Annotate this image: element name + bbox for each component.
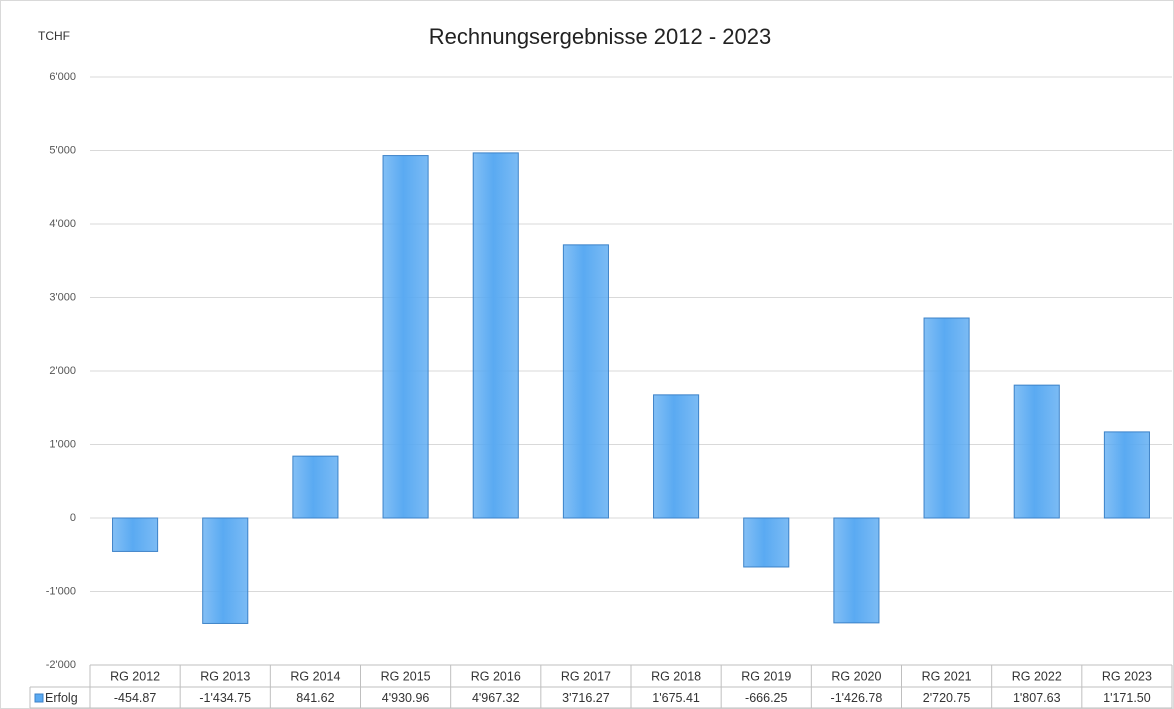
- table-value: -666.25: [745, 691, 787, 705]
- x-tick-label: RG 2021: [922, 669, 972, 683]
- x-tick-label: RG 2019: [741, 669, 791, 683]
- bar: [112, 517, 159, 552]
- bar: [292, 455, 339, 519]
- y-tick-label: -2'000: [46, 659, 76, 671]
- table-value: 4'967.32: [472, 691, 520, 705]
- bar: [743, 517, 790, 568]
- table-value: 1'807.63: [1013, 691, 1061, 705]
- x-tick-label: RG 2016: [471, 669, 521, 683]
- bar: [382, 155, 429, 519]
- bar: [833, 517, 880, 624]
- y-tick-label: 3'000: [49, 291, 76, 303]
- table-value: -454.87: [114, 691, 156, 705]
- x-tick-label: RG 2015: [381, 669, 431, 683]
- x-tick-label: RG 2018: [651, 669, 701, 683]
- table-value: 841.62: [296, 691, 334, 705]
- x-tick-label: RG 2022: [1012, 669, 1062, 683]
- chart-title: Rechnungsergebnisse 2012 - 2023: [429, 24, 771, 49]
- x-tick-label: RG 2020: [831, 669, 881, 683]
- legend-label: Erfolg: [45, 691, 78, 705]
- y-axis-label: TCHF: [38, 29, 70, 43]
- bar: [1103, 431, 1150, 519]
- y-tick-label: 6'000: [49, 71, 76, 83]
- x-tick-label: RG 2017: [561, 669, 611, 683]
- table-value: -1'426.78: [831, 691, 883, 705]
- bar: [653, 394, 700, 519]
- legend-swatch: [34, 693, 44, 703]
- table-value: 1'171.50: [1103, 691, 1151, 705]
- table-value: 4'930.96: [382, 691, 430, 705]
- y-tick-label: 5'000: [49, 144, 76, 156]
- x-tick-label: RG 2013: [200, 669, 250, 683]
- table-value: 3'716.27: [562, 691, 610, 705]
- x-tick-label: RG 2023: [1102, 669, 1152, 683]
- x-tick-label: RG 2012: [110, 669, 160, 683]
- table-value: 1'675.41: [652, 691, 700, 705]
- x-tick-label: RG 2014: [290, 669, 340, 683]
- y-tick-label: 2'000: [49, 365, 76, 377]
- bar: [562, 244, 609, 519]
- bar: [1013, 384, 1060, 519]
- bar: [202, 517, 249, 624]
- bar: [472, 152, 519, 519]
- bar: [923, 317, 970, 519]
- y-tick-label: -1'000: [46, 585, 76, 597]
- y-tick-label: 1'000: [49, 438, 76, 450]
- y-tick-label: 4'000: [49, 218, 76, 230]
- table-value: 2'720.75: [923, 691, 971, 705]
- y-tick-label: 0: [70, 512, 76, 524]
- table-value: -1'434.75: [199, 691, 251, 705]
